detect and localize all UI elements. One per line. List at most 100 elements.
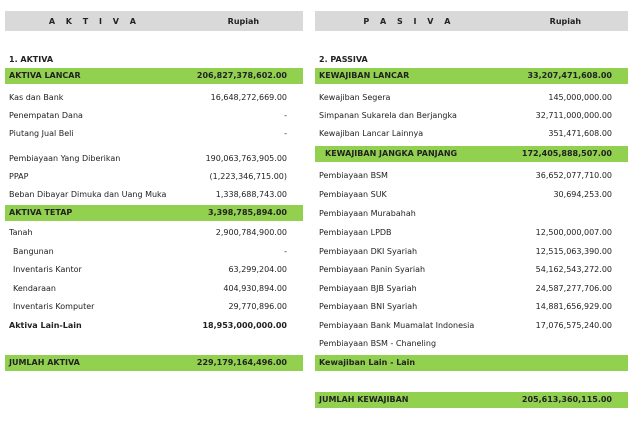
row-value: - [284,129,287,138]
aktiva-row: PPAP (1,223,346,715.00) [5,169,303,185]
row-value: 145,000,000.00 [548,93,612,102]
row-value: 12,515,063,390.00 [535,247,612,256]
row-value: 190,063,763,905.00 [205,154,287,163]
row-value: - [284,247,287,256]
row-value: 18,953,000,000.00 [202,321,287,330]
row-value: 17,076,575,240.00 [535,321,612,330]
pasiva-header: P A S I V A Rupiah [315,11,628,31]
row-label: Kewajiban Lain - Lain [319,358,416,367]
row-label: Aktiva Lain-Lain [9,321,82,330]
pasiva-row: KEWAJIBAN JANGKA PANJANG 172,405,888,507.… [315,146,628,162]
pasiva-header-unit: Rupiah [549,17,582,26]
row-value: 30,694,253.00 [553,190,612,199]
pasiva-row: Simpanan Sukarela dan Berjangka 32,711,00… [315,108,628,124]
row-label: Kewajiban Lancar Lainnya [319,129,424,138]
row-label: Pembiayaan SUK [319,190,387,199]
aktiva-row: Beban Dibayar Dimuka dan Uang Muka 1,338,… [5,187,303,203]
row-label: Kewajiban Segera [319,93,391,102]
row-label: Penempatan Dana [9,111,83,120]
pasiva-row: KEWAJIBAN LANCAR 33,207,471,608.00 [315,68,628,84]
pasiva-row: Pembiayaan DKI Syariah 12,515,063,390.00 [315,244,628,260]
row-value: 29,770,896.00 [228,302,287,311]
row-value: 205,613,360,115.00 [521,395,612,404]
pasiva-row: Pembiayaan SUK 30,694,253.00 [315,187,628,203]
pasiva-row: Pembiayaan BSM - Chaneling [315,336,628,352]
aktiva-row: Tanah 2,900,784,900.00 [5,225,303,241]
row-label: Beban Dibayar Dimuka dan Uang Muka [9,190,167,199]
row-value: 14,881,656,929.00 [535,302,612,311]
pasiva-row: Kewajiban Lancar Lainnya 351,471,608.00 [315,126,628,142]
row-label: PPAP [9,172,29,181]
aktiva-row: AKTIVA TETAP 3,398,785,894.00 [5,205,303,221]
aktiva-header-title: A K T I V A [48,17,140,26]
row-value: 12,500,000,007.00 [535,228,612,237]
aktiva-row: Bangunan - [5,244,303,260]
row-value: 32,711,000,000.00 [535,111,612,120]
row-label: Pembiayaan LPDB [319,228,392,237]
aktiva-row: Penempatan Dana - [5,108,303,124]
row-label: Pembiayaan Bank Muamalat Indonesia [319,321,475,330]
pasiva-row: Kewajiban Lain - Lain [315,355,628,371]
aktiva-row: JUMLAH AKTIVA 229,179,164,496.00 [5,355,303,371]
row-value: 351,471,608.00 [548,129,612,138]
aktiva-header: A K T I V A Rupiah [5,11,303,31]
pasiva-row: Pembiayaan Murabahah [315,206,628,222]
row-value: 33,207,471,608.00 [527,71,612,80]
row-label: Pembiayaan DKI Syariah [319,247,418,256]
row-label: Tanah [9,228,33,237]
row-value: (1,223,346,715.00) [209,172,288,181]
aktiva-row: Inventaris Komputer 29,770,896.00 [5,299,303,315]
pasiva-row: Pembiayaan BSM 36,652,077,710.00 [315,168,628,184]
row-value: 1,338,688,743.00 [215,190,287,199]
aktiva-row: Inventaris Kantor 63,299,204.00 [5,262,303,278]
pasiva-header-title: P A S I V A [363,17,455,26]
row-value: 36,652,077,710.00 [535,171,612,180]
pasiva-row: Pembiayaan LPDB 12,500,000,007.00 [315,225,628,241]
row-value: 63,299,204.00 [228,265,287,274]
row-label: AKTIVA LANCAR [9,71,81,80]
row-label: Pembiayaan BNI Syariah [319,302,418,311]
pasiva-row: Pembiayaan BNI Syariah 14,881,656,929.00 [315,299,628,315]
pasiva-row: Pembiayaan BJB Syariah 24,587,277,706.00 [315,281,628,297]
row-label: Pembiayaan Yang Diberikan [9,154,121,163]
row-label: Piutang Jual Beli [9,129,74,138]
row-label: KEWAJIBAN JANGKA PANJANG [325,149,458,158]
aktiva-row: Piutang Jual Beli - [5,126,303,142]
row-value: - [284,111,287,120]
pasiva-section-title: 2. PASSIVA [319,55,368,64]
row-value: 2,900,784,900.00 [215,228,287,237]
aktiva-header-unit: Rupiah [227,17,260,26]
row-label: JUMLAH AKTIVA [9,358,80,367]
row-value: 229,179,164,496.00 [196,358,287,367]
aktiva-section-title: 1. AKTIVA [9,55,54,64]
row-label: Pembiayaan Panin Syariah [319,265,426,274]
row-label: Simpanan Sukarela dan Berjangka [319,111,457,120]
row-value: 16,648,272,669.00 [210,93,287,102]
row-label: Kas dan Bank [9,93,64,102]
pasiva-row: Kewajiban Segera 145,000,000.00 [315,90,628,106]
row-label: Pembiayaan BSM - Chaneling [319,339,437,348]
pasiva-row: Pembiayaan Panin Syariah 54,162,543,272.0… [315,262,628,278]
row-label: KEWAJIBAN LANCAR [319,71,410,80]
aktiva-row: Kendaraan 404,930,894.00 [5,281,303,297]
row-label: Bangunan [13,247,54,256]
row-value: 54,162,543,272.00 [535,265,612,274]
pasiva-row: Pembiayaan Bank Muamalat Indonesia 17,076… [315,318,628,334]
row-value: 24,587,277,706.00 [535,284,612,293]
row-value: 206,827,378,602.00 [196,71,287,80]
row-label: Inventaris Kantor [13,265,82,274]
row-label: AKTIVA TETAP [9,208,73,217]
row-label: Kendaraan [13,284,56,293]
row-label: Inventaris Komputer [13,302,95,311]
aktiva-row: AKTIVA LANCAR 206,827,378,602.00 [5,68,303,84]
pasiva-row: JUMLAH KEWAJIBAN 205,613,360,115.00 [315,392,628,408]
row-value: 172,405,888,507.00 [521,149,612,158]
row-value: 3,398,785,894.00 [208,208,287,217]
aktiva-row: Aktiva Lain-Lain 18,953,000,000.00 [5,318,303,334]
row-label: Pembiayaan BJB Syariah [319,284,417,293]
row-value: 404,930,894.00 [223,284,287,293]
aktiva-row: Kas dan Bank 16,648,272,669.00 [5,90,303,106]
row-label: Pembiayaan BSM [319,171,388,180]
row-label: Pembiayaan Murabahah [319,209,416,218]
aktiva-row: Pembiayaan Yang Diberikan 190,063,763,905… [5,151,303,167]
